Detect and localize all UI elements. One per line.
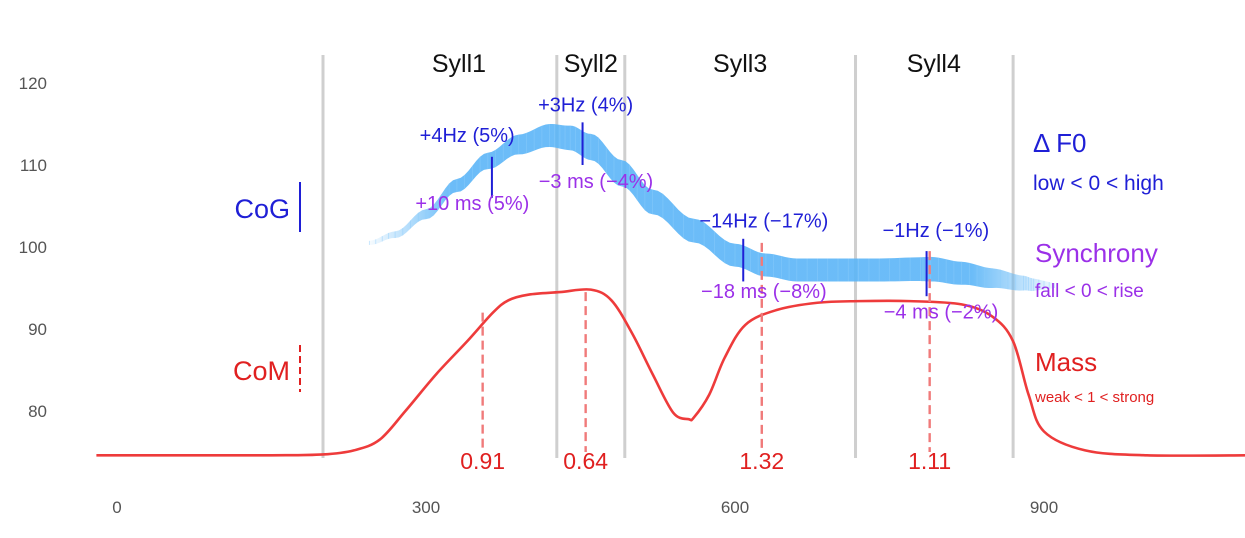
- y-tick-label: 80: [28, 402, 47, 421]
- mass-legend-title: Mass: [1035, 347, 1097, 377]
- sync-legend-title: Synchrony: [1035, 238, 1158, 268]
- df0-legend-title: Δ F0: [1033, 128, 1087, 158]
- syllable-label: Syll1: [432, 50, 486, 78]
- syllable-boundaries: [321, 55, 1015, 458]
- df0-value-label: −1Hz (−1%): [882, 220, 989, 242]
- y-tick-label: 110: [20, 156, 47, 175]
- mass-legend-subtitle: weak < 1 < strong: [1034, 389, 1154, 406]
- mass-curve: [96, 288, 1245, 457]
- f0-ribbon: [368, 123, 1055, 291]
- df0-legend-subtitle: low < 0 < high: [1033, 172, 1164, 195]
- right-legend: Δ F0 low < 0 < high Synchrony fall < 0 <…: [1033, 128, 1164, 406]
- y-tick-label: 100: [19, 238, 47, 257]
- df0-value-label: +4Hz (5%): [420, 125, 515, 147]
- y-tick-label: 120: [19, 74, 47, 93]
- axis-ticks: 0 300 600 900 80 90 100 110 120: [19, 74, 1059, 517]
- side-legend: CoG CoM: [233, 182, 301, 392]
- mass-value-label: 1.11: [908, 448, 951, 474]
- mass-value-label: 1.32: [739, 448, 784, 474]
- f0-ribbon-band: [369, 123, 1055, 291]
- df0-value-label: +3Hz (4%): [538, 95, 633, 117]
- event-markers: +4Hz (5%) +10 ms (5%) 0.91 +3Hz (4%) −3 ms (…: [415, 95, 998, 474]
- sync-value-label: −4 ms (−2%): [884, 301, 998, 323]
- x-tick-label: 300: [412, 498, 440, 517]
- x-tick-label: 0: [112, 498, 121, 517]
- syllable-label: Syll3: [713, 50, 767, 78]
- df0-value-label: −14Hz (−17%): [699, 210, 828, 232]
- x-tick-label: 600: [721, 498, 749, 517]
- mass-value-label: 0.91: [460, 448, 505, 474]
- cog-legend-label: CoG: [234, 194, 290, 224]
- sync-legend-subtitle: fall < 0 < rise: [1035, 281, 1144, 302]
- syllable-label: Syll4: [907, 50, 961, 78]
- sync-value-label: −18 ms (−8%): [701, 281, 827, 303]
- syllable-label: Syll2: [564, 50, 618, 78]
- mass-value-label: 0.64: [563, 448, 608, 474]
- y-tick-label: 90: [28, 320, 47, 339]
- syllable-labels: Syll1 Syll2 Syll3 Syll4: [432, 50, 961, 78]
- sync-value-label: +10 ms (5%): [415, 193, 529, 215]
- x-tick-label: 900: [1030, 498, 1058, 517]
- sync-value-label: −3 ms (−4%): [539, 171, 653, 193]
- com-legend-label: CoM: [233, 356, 290, 386]
- mass-line: [96, 288, 1245, 457]
